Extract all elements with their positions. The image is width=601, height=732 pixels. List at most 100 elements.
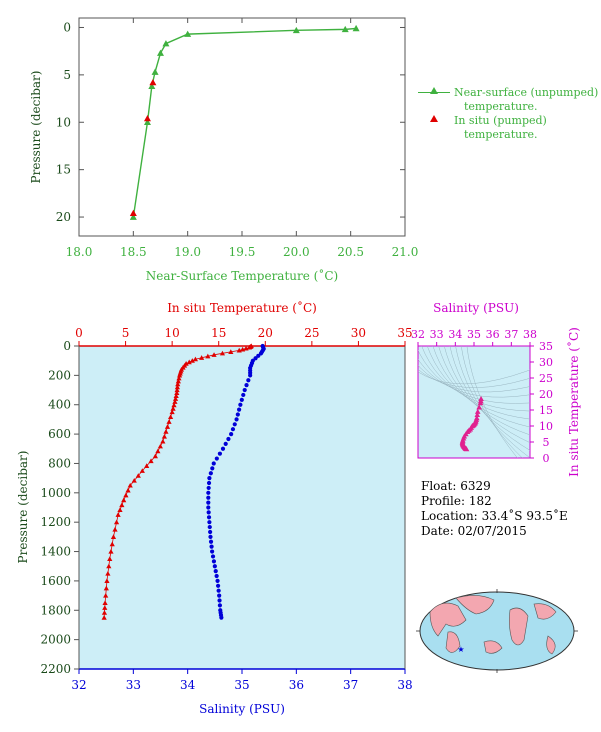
temperature-point xyxy=(205,353,211,359)
pumped-temperature-point xyxy=(143,114,151,122)
salinity-point xyxy=(256,353,261,358)
salinity-point xyxy=(246,378,251,383)
top-y-axis-label: Pressure (decibar) xyxy=(29,71,43,184)
salinity-point xyxy=(206,510,211,515)
top-plot-frame xyxy=(78,17,406,237)
temperature-tick-label: 35 xyxy=(397,326,412,340)
temperature-point xyxy=(109,541,115,547)
salinity-point xyxy=(214,456,219,461)
profile-y-axis-label: Pressure (decibar) xyxy=(16,451,30,564)
ts-density-contours xyxy=(418,346,530,458)
salinity-tick-label: 34 xyxy=(180,678,196,692)
pressure-tick-label: 2000 xyxy=(40,633,71,647)
ts-density-contour xyxy=(449,346,530,451)
ts-x-tick-label: 34 xyxy=(448,328,462,341)
salinity-point xyxy=(215,578,220,584)
salinity-tick-label: 38 xyxy=(397,678,412,692)
salinity-point xyxy=(206,495,211,500)
salinity-tick-label: 37 xyxy=(343,678,358,692)
unpumped-temperature-point xyxy=(143,118,151,126)
salinity-point xyxy=(229,431,234,437)
salinity-point xyxy=(237,407,242,412)
ts-diagram: 32 33 34 35 36 37 38 0 5 10 15 20 25 30 35 Salinity (P… xyxy=(411,301,581,477)
temperature-point xyxy=(127,482,133,488)
float-label: Float: xyxy=(421,479,457,493)
legend-pumped-label-line2: temperature. xyxy=(464,128,538,141)
top-x-tick-label: 18.0 xyxy=(66,245,93,259)
profile-value: 182 xyxy=(468,494,492,508)
ts-x-tick-label: 33 xyxy=(430,328,444,341)
ts-density-contour xyxy=(466,346,518,458)
float-value: 6329 xyxy=(460,479,491,493)
salinity-point xyxy=(239,397,244,402)
salinity-point xyxy=(210,466,215,471)
temperature-point xyxy=(107,556,113,561)
temperature-point xyxy=(104,578,110,583)
salinity-point xyxy=(211,559,217,564)
map-grid-ticks xyxy=(416,589,578,673)
temperature-point xyxy=(172,399,178,404)
unpumped-temperature-point xyxy=(129,213,137,220)
ts-y-axis-label: In situ Temperature (˚C) xyxy=(566,327,581,477)
temperature-point xyxy=(101,610,108,615)
top-y-tick-label: 20 xyxy=(56,210,71,224)
ts-density-contour xyxy=(418,368,530,388)
salinity-point xyxy=(214,573,219,579)
salinity-point xyxy=(253,356,258,361)
temperature-point xyxy=(157,443,163,449)
temperature-point xyxy=(106,563,112,569)
ts-x-tick-label: 37 xyxy=(504,328,518,341)
temperature-point xyxy=(176,375,182,381)
salinity-point xyxy=(210,554,216,559)
salinity-point xyxy=(248,373,253,378)
location-label: Location: xyxy=(421,509,478,523)
temperature-point xyxy=(243,345,249,351)
temperature-point xyxy=(152,453,158,459)
pressure-tick-label: 1200 xyxy=(40,515,71,529)
temperature-point xyxy=(103,592,109,598)
temperature-point xyxy=(112,526,118,532)
ts-point xyxy=(474,408,481,414)
top-x-tick-label: 19.5 xyxy=(229,245,256,259)
salinity-axis-label: Salinity (PSU) xyxy=(199,702,285,716)
pressure-tick-label: 1400 xyxy=(40,545,71,559)
temperature-point xyxy=(125,487,131,493)
temperature-point xyxy=(211,352,217,357)
temperature-point xyxy=(108,548,114,554)
salinity-point xyxy=(242,387,247,393)
ts-y-tick-label: 30 xyxy=(539,356,553,369)
temperature-tick-label: 20 xyxy=(258,326,273,340)
temperature-point xyxy=(155,448,161,454)
ts-density-contour xyxy=(427,346,530,420)
salinity-point xyxy=(241,392,246,398)
temperature-tick-label: 25 xyxy=(304,326,319,340)
ts-point xyxy=(476,404,482,410)
unpumped-temperature-point xyxy=(184,30,192,37)
pressure-tick-label: 800 xyxy=(48,456,71,470)
temperature-point xyxy=(102,600,108,606)
temperature-point xyxy=(123,492,129,498)
temperature-point xyxy=(173,393,179,398)
location-value: 33.4˚S 93.5˚E xyxy=(481,509,568,523)
salinity-point xyxy=(213,569,218,574)
top-y-tick-label: 5 xyxy=(63,68,71,82)
salinity-point xyxy=(208,539,214,544)
ts-density-contour xyxy=(438,346,530,436)
top-x-tick-label: 18.5 xyxy=(120,245,147,259)
salinity-point xyxy=(209,544,214,549)
temperature-point xyxy=(199,355,205,360)
temperature-point xyxy=(240,346,246,352)
top-series-group xyxy=(129,24,360,220)
ts-x-tick-label: 38 xyxy=(523,328,537,341)
pressure-tick-label: 400 xyxy=(48,398,71,412)
temperature-point xyxy=(174,387,180,393)
ts-points-group xyxy=(459,396,484,452)
salinity-point xyxy=(238,402,243,407)
salinity-point xyxy=(220,446,226,451)
temperature-point xyxy=(103,585,109,591)
temperature-point xyxy=(175,378,181,384)
salinity-point xyxy=(226,436,231,442)
pressure-tick-label: 200 xyxy=(48,368,71,382)
temperature-point xyxy=(115,512,121,517)
